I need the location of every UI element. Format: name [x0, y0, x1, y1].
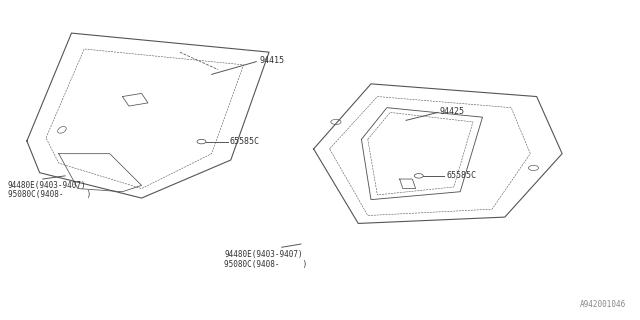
Text: 95080C(9408-     ): 95080C(9408- )	[8, 190, 91, 199]
Text: 65585C: 65585C	[446, 172, 476, 180]
Text: 65585C: 65585C	[230, 137, 259, 146]
Text: 94415: 94415	[259, 56, 284, 65]
Text: 94480E(9403-9407): 94480E(9403-9407)	[8, 180, 86, 190]
Text: 95080C(9408-     ): 95080C(9408- )	[225, 260, 308, 269]
Text: 94425: 94425	[440, 107, 465, 116]
Text: A942001046: A942001046	[580, 300, 626, 309]
Text: 94480E(9403-9407): 94480E(9403-9407)	[225, 251, 303, 260]
